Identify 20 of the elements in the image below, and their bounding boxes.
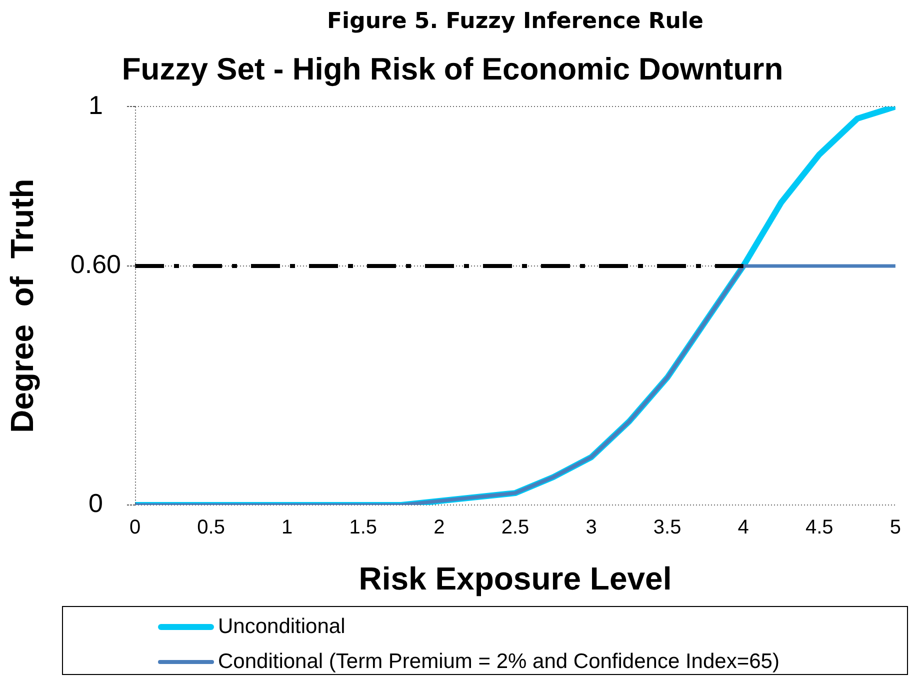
chart-subtitle: Fuzzy Set - High Risk of Economic Downturn [122,52,784,87]
y-axis-title: Degree of Truth [4,178,40,433]
x-tick-label: 2 [434,516,445,539]
y-tick-label: 0 [88,488,103,518]
chart-title: Figure 5. Fuzzy Inference Rule [327,8,704,34]
x-axis-title: Risk Exposure Level [358,560,672,597]
x-tick-label: 0.5 [197,516,225,539]
x-tick-label: 3 [586,516,597,539]
x-tick-label: 2.5 [501,516,530,539]
x-tick-label: 1.5 [349,516,378,539]
x-tick-label: 5 [890,516,901,539]
x-tick-label: 4 [738,516,749,539]
x-tick-label: 3.5 [653,516,682,539]
legend-label: Conditional (Term Premium = 2% and Confidence Index=65) [218,650,780,674]
y-tick-label: 0.60 [70,249,122,280]
y-tick-label: 1 [88,90,103,120]
x-tick-label: 1 [282,516,293,539]
legend-label: Unconditional [218,615,346,639]
x-tick-label: 4.5 [805,516,834,539]
x-tick-label: 0 [129,516,141,539]
